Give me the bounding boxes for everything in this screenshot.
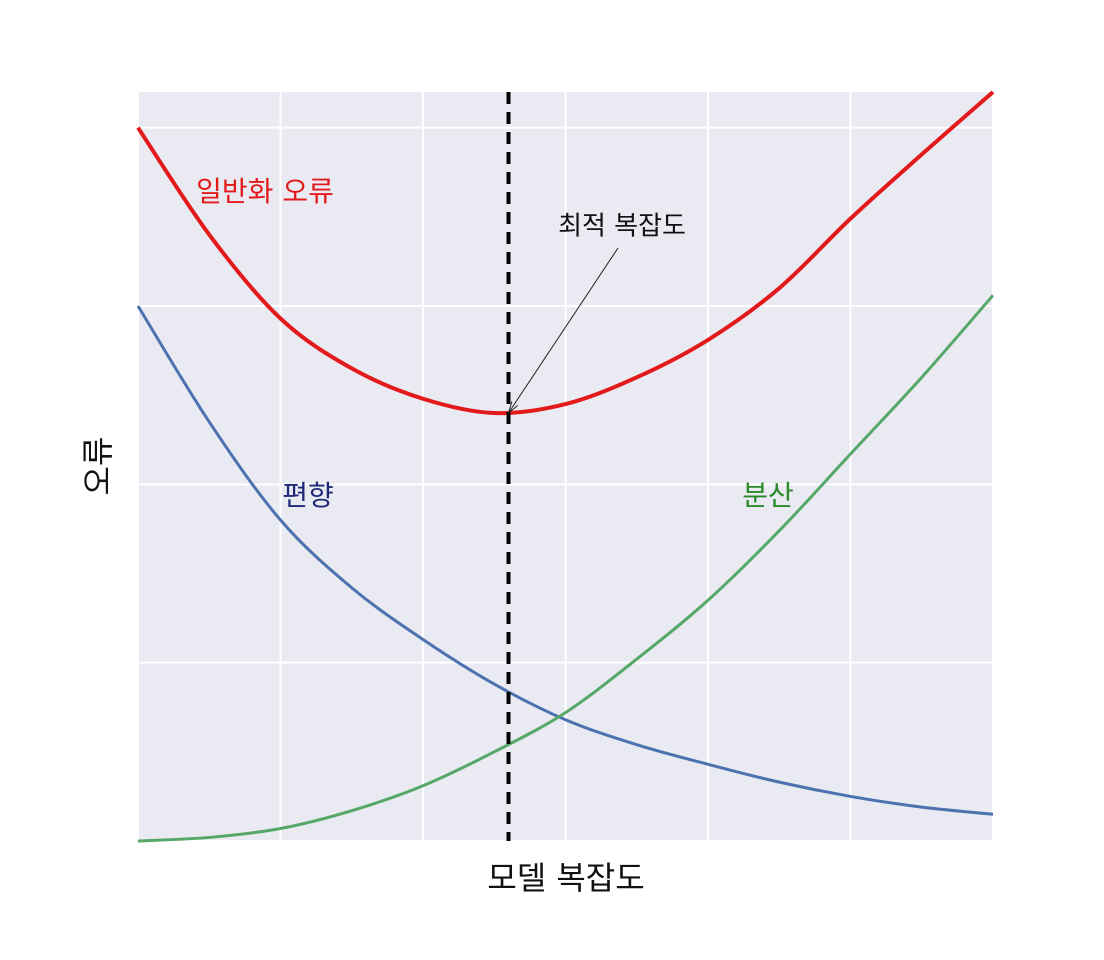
- series-line: [136, 90, 995, 416]
- series-label: 분산: [742, 479, 794, 512]
- series-label: 편향: [282, 479, 334, 512]
- series-label: 일반화 오류: [196, 175, 334, 208]
- series-line: [136, 305, 994, 816]
- arrow-head: [508, 401, 519, 414]
- series-line: [137, 294, 995, 843]
- annotation-arrow: [508, 247, 619, 414]
- annotation-text: 최적 복잡도: [558, 212, 686, 242]
- x-axis-label: 모델 복잡도: [487, 859, 644, 897]
- y-axis-label: 오류: [79, 437, 117, 496]
